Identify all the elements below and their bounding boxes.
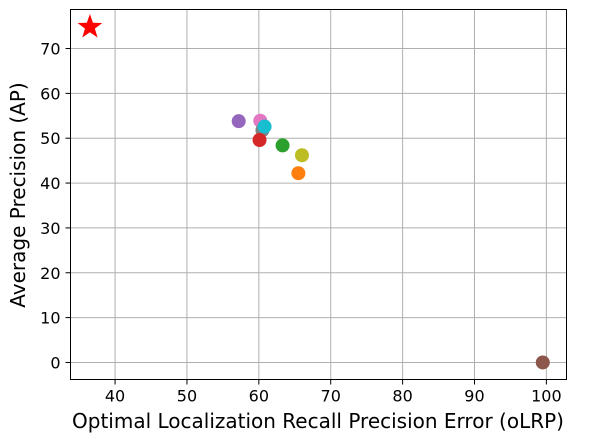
data-points <box>77 13 550 370</box>
y-tick-label: 10 <box>40 309 60 328</box>
x-axis-label: Optimal Localization Recall Precision Er… <box>72 409 564 433</box>
data-point <box>535 355 550 370</box>
y-tick-label: 30 <box>40 219 60 238</box>
y-tick-label: 70 <box>40 40 60 59</box>
y-axis-label: Average Precision (AP) <box>6 82 30 307</box>
plot-frame <box>70 9 567 380</box>
x-tick-label: 60 <box>249 387 269 406</box>
data-point <box>257 119 272 134</box>
x-tick-label: 90 <box>464 387 484 406</box>
x-tick-label: 80 <box>392 387 412 406</box>
y-tick-label: 0 <box>50 353 60 372</box>
data-point <box>275 138 290 153</box>
y-tick-label: 40 <box>40 174 60 193</box>
y-tick-label: 60 <box>40 84 60 103</box>
x-tick-label: 70 <box>321 387 341 406</box>
y-tick-label: 20 <box>40 264 60 283</box>
data-point <box>291 166 306 181</box>
x-tick-label: 100 <box>531 387 562 406</box>
axis-ticks: 40 50 60 70 80 90 100 0 10 20 30 40 50 60 70 <box>40 40 562 406</box>
star-marker <box>77 13 103 38</box>
x-tick-label: 50 <box>177 387 197 406</box>
data-point <box>231 114 246 129</box>
data-point <box>252 133 267 148</box>
y-tick-label: 50 <box>40 129 60 148</box>
x-tick-label: 40 <box>105 387 125 406</box>
grid <box>70 9 567 380</box>
data-point <box>294 148 309 163</box>
